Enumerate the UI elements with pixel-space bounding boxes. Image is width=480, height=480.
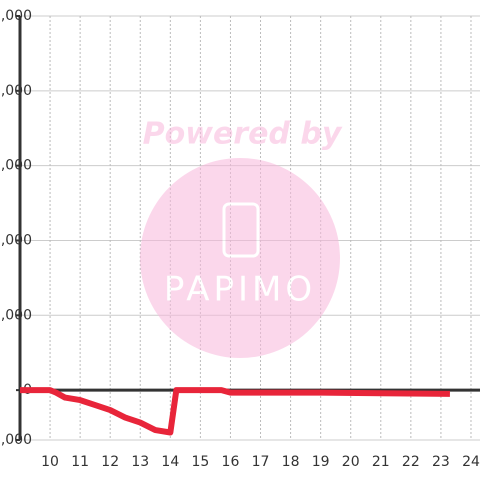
y-tick-label: 30,000: [0, 307, 32, 323]
y-tick-label: 90,000: [0, 158, 32, 174]
x-tick-label: 15: [191, 454, 209, 470]
x-tick-label: 18: [282, 454, 300, 470]
watermark-text: PAPIMO: [164, 270, 316, 310]
x-tick-label: 20: [342, 454, 360, 470]
watermark-text: Powered by: [143, 117, 343, 152]
x-tick-label: 10: [41, 454, 59, 470]
watermark-icon: [222, 202, 260, 258]
x-tick-label: 17: [252, 454, 270, 470]
y-tick-label: 150,000: [0, 8, 32, 24]
watermark-circle: [140, 158, 340, 358]
x-tick-label: 23: [432, 454, 450, 470]
x-tick-label: 21: [372, 454, 390, 470]
x-tick-label: 16: [222, 454, 240, 470]
x-tick-label: 22: [402, 454, 420, 470]
x-tick-label: 24: [462, 454, 480, 470]
x-tick-label: 19: [312, 454, 330, 470]
x-tick-label: 14: [161, 454, 179, 470]
watermark: Powered by PAPIMO: [140, 117, 343, 358]
y-tick-label: 60,000: [0, 232, 32, 248]
x-tick-label: 13: [131, 454, 149, 470]
x-tick-label: 12: [101, 454, 119, 470]
x-tick-label: 11: [71, 454, 89, 470]
y-tick-label: -20,000: [0, 432, 32, 448]
y-tick-label: 120,000: [0, 83, 32, 99]
series-line: [20, 387, 450, 436]
